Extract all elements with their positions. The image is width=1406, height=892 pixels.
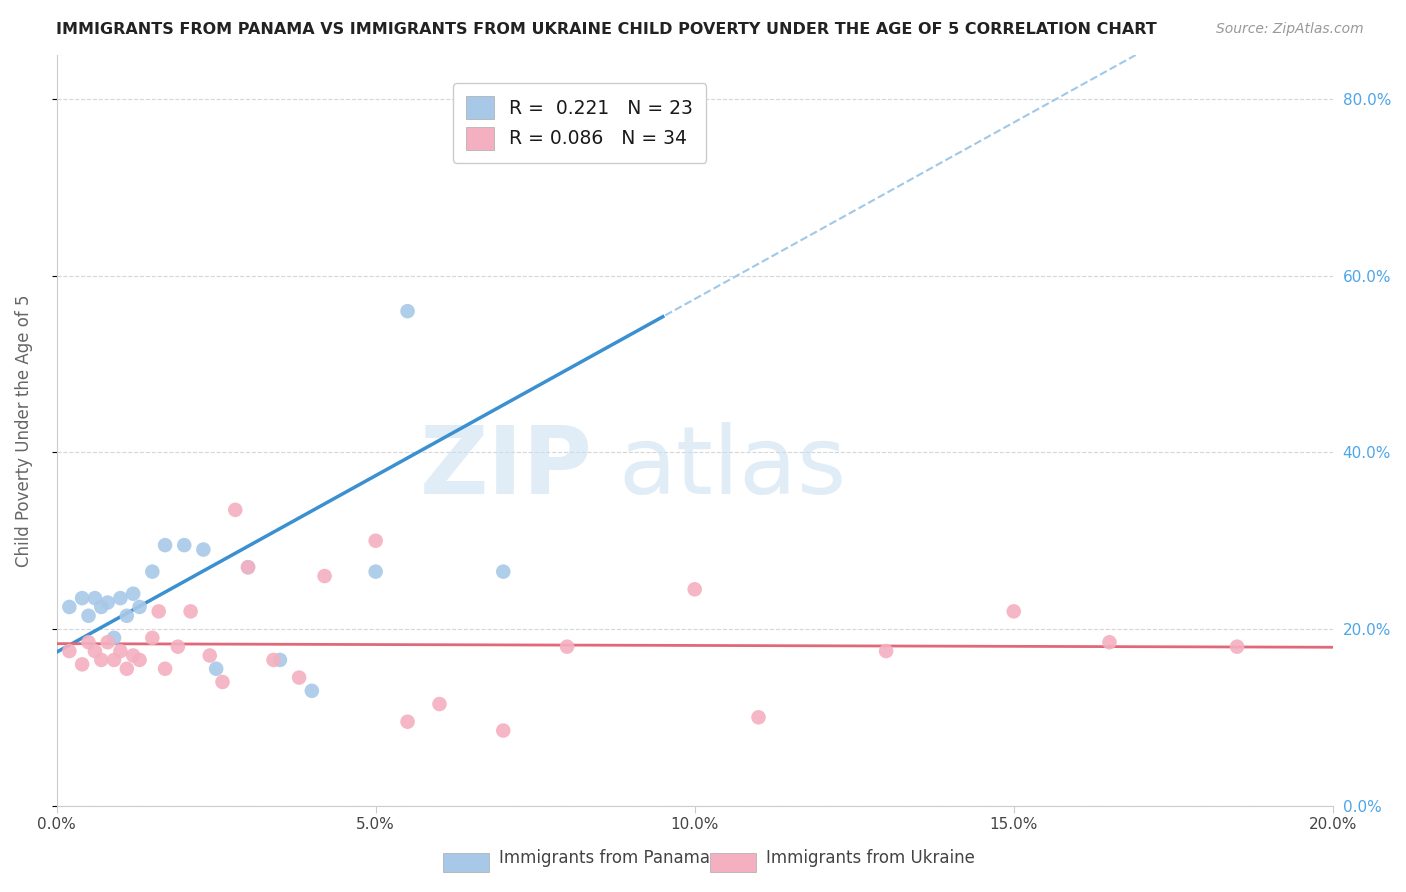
Text: Source: ZipAtlas.com: Source: ZipAtlas.com: [1216, 22, 1364, 37]
Point: [269, 653, 291, 667]
Text: atlas: atlas: [619, 422, 846, 514]
Point: [364, 533, 387, 548]
Point: [492, 565, 515, 579]
Point: [141, 631, 163, 645]
Point: [110, 591, 132, 606]
Point: [683, 582, 706, 597]
Point: [83, 591, 105, 606]
Point: [110, 644, 132, 658]
Point: [364, 565, 387, 579]
Point: [97, 595, 120, 609]
Point: [90, 599, 112, 614]
Point: [1098, 635, 1121, 649]
Point: [153, 662, 176, 676]
Point: [77, 608, 100, 623]
Point: [70, 657, 93, 672]
Point: [122, 648, 145, 663]
Point: [153, 538, 176, 552]
Point: [180, 604, 202, 618]
Point: [115, 608, 138, 623]
Point: [396, 304, 419, 318]
Y-axis label: Child Poverty Under the Age of 5: Child Poverty Under the Age of 5: [15, 294, 32, 566]
Point: [875, 644, 897, 658]
Point: [97, 635, 120, 649]
Point: [211, 675, 233, 690]
Point: [122, 587, 145, 601]
Point: [83, 644, 105, 658]
Point: [224, 503, 246, 517]
Point: [58, 644, 80, 658]
Point: [70, 591, 93, 606]
Point: [396, 714, 419, 729]
Point: [236, 560, 259, 574]
Point: [236, 560, 259, 574]
Point: [128, 653, 150, 667]
Text: IMMIGRANTS FROM PANAMA VS IMMIGRANTS FROM UKRAINE CHILD POVERTY UNDER THE AGE OF: IMMIGRANTS FROM PANAMA VS IMMIGRANTS FRO…: [56, 22, 1157, 37]
Point: [555, 640, 578, 654]
Text: Immigrants from Ukraine: Immigrants from Ukraine: [766, 849, 976, 867]
Point: [301, 683, 323, 698]
Point: [288, 671, 311, 685]
Point: [198, 648, 221, 663]
Point: [103, 631, 125, 645]
Point: [747, 710, 769, 724]
Point: [193, 542, 215, 557]
Point: [141, 565, 163, 579]
Point: [492, 723, 515, 738]
Point: [263, 653, 285, 667]
Point: [1002, 604, 1025, 618]
Point: [58, 599, 80, 614]
Point: [103, 653, 125, 667]
Point: [148, 604, 170, 618]
Point: [173, 538, 195, 552]
Text: Immigrants from Panama: Immigrants from Panama: [499, 849, 710, 867]
Point: [77, 635, 100, 649]
Point: [128, 599, 150, 614]
Point: [1226, 640, 1249, 654]
Point: [115, 662, 138, 676]
Text: ZIP: ZIP: [420, 422, 592, 514]
Point: [588, 110, 610, 124]
Point: [314, 569, 336, 583]
Point: [429, 697, 451, 711]
Point: [205, 662, 228, 676]
Legend: R =  0.221   N = 23, R = 0.086   N = 34: R = 0.221 N = 23, R = 0.086 N = 34: [453, 83, 706, 162]
Point: [90, 653, 112, 667]
Point: [166, 640, 188, 654]
